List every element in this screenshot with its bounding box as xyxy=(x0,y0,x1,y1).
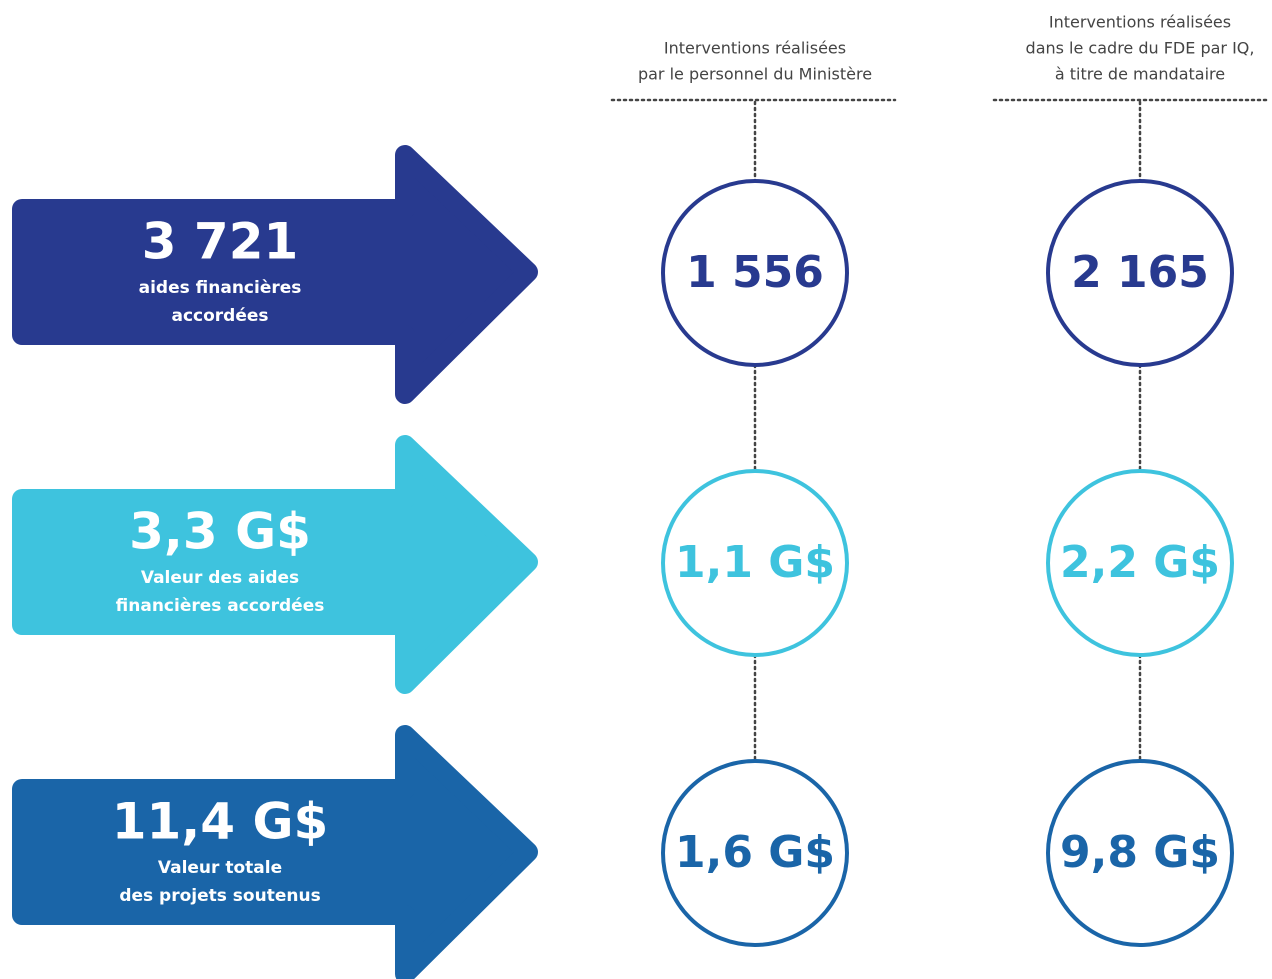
arrow-label: des projets soutenus xyxy=(119,886,320,906)
value-circle xyxy=(661,179,849,367)
arrow-value: 11,4 G$ xyxy=(112,793,329,851)
value-circle xyxy=(1046,179,1234,367)
arrow xyxy=(12,725,538,979)
circle-value: 2 165 xyxy=(1071,247,1209,298)
circle-value: 1,1 G$ xyxy=(675,537,835,588)
arrow-label: Valeur des aides xyxy=(141,568,299,588)
arrow xyxy=(12,145,538,404)
arrow-label: accordées xyxy=(171,306,268,326)
arrow-label: aides financières xyxy=(139,278,302,298)
circle-value: 1 556 xyxy=(686,247,824,298)
arrow-value: 3 721 xyxy=(142,213,299,271)
column-header: dans le cadre du FDE par IQ, xyxy=(1026,39,1255,58)
circle-value: 9,8 G$ xyxy=(1060,827,1220,878)
circle-value: 2,2 G$ xyxy=(1060,537,1220,588)
value-circle xyxy=(1046,759,1234,947)
arrow-label: financières accordées xyxy=(116,596,325,616)
column-header: Interventions réalisées xyxy=(664,39,846,58)
arrow xyxy=(12,435,538,694)
value-circle xyxy=(661,759,849,947)
arrow-label: Valeur totale xyxy=(158,858,282,878)
arrow-value: 3,3 G$ xyxy=(129,503,311,561)
column-header: par le personnel du Ministère xyxy=(638,65,872,84)
column-header: Interventions réalisées xyxy=(1049,13,1231,32)
value-circle xyxy=(661,469,849,657)
column-header: à titre de mandataire xyxy=(1055,65,1225,84)
circle-value: 1,6 G$ xyxy=(675,827,835,878)
value-circle xyxy=(1046,469,1234,657)
